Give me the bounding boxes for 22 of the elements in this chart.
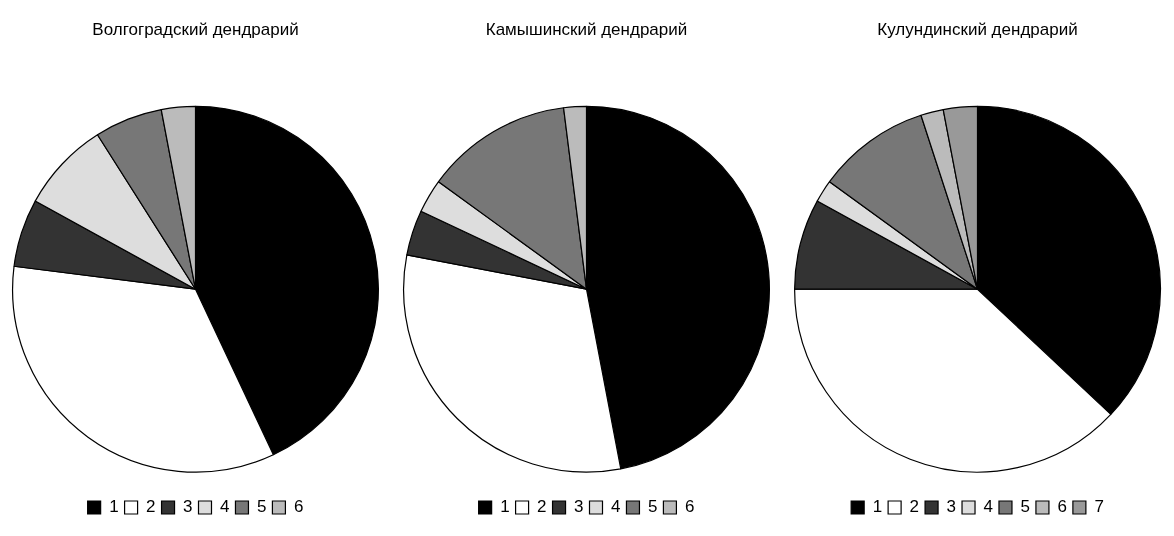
legend-label: 5 [647, 497, 658, 517]
legend-label: 6 [684, 497, 695, 517]
legend-label: 6 [1057, 497, 1067, 517]
legend-label: 5 [1020, 497, 1030, 517]
chart-title: Камышинский дендрарий [485, 19, 688, 39]
legend-label: 4 [611, 497, 621, 517]
legend-label: 3 [183, 497, 193, 517]
legend-label: 3 [574, 497, 584, 517]
legend-label: 2 [537, 497, 547, 517]
legend-label: 1 [500, 497, 510, 517]
legend-label: 1 [872, 497, 883, 517]
legend-label: 3 [946, 497, 957, 517]
legend-label: 7 [1094, 497, 1104, 517]
legend-label: 4 [220, 497, 230, 517]
chart-title: Кулундинский дендрарий [877, 19, 1078, 39]
legend-label: 5 [256, 497, 267, 517]
legend-label: 2 [146, 497, 156, 517]
chart-title: Волгоградский дендрарий [92, 19, 299, 39]
legend-label: 1 [109, 497, 119, 517]
legend-label: 2 [909, 497, 920, 517]
legend-label: 4 [983, 497, 993, 517]
legend-label: 6 [293, 497, 304, 517]
